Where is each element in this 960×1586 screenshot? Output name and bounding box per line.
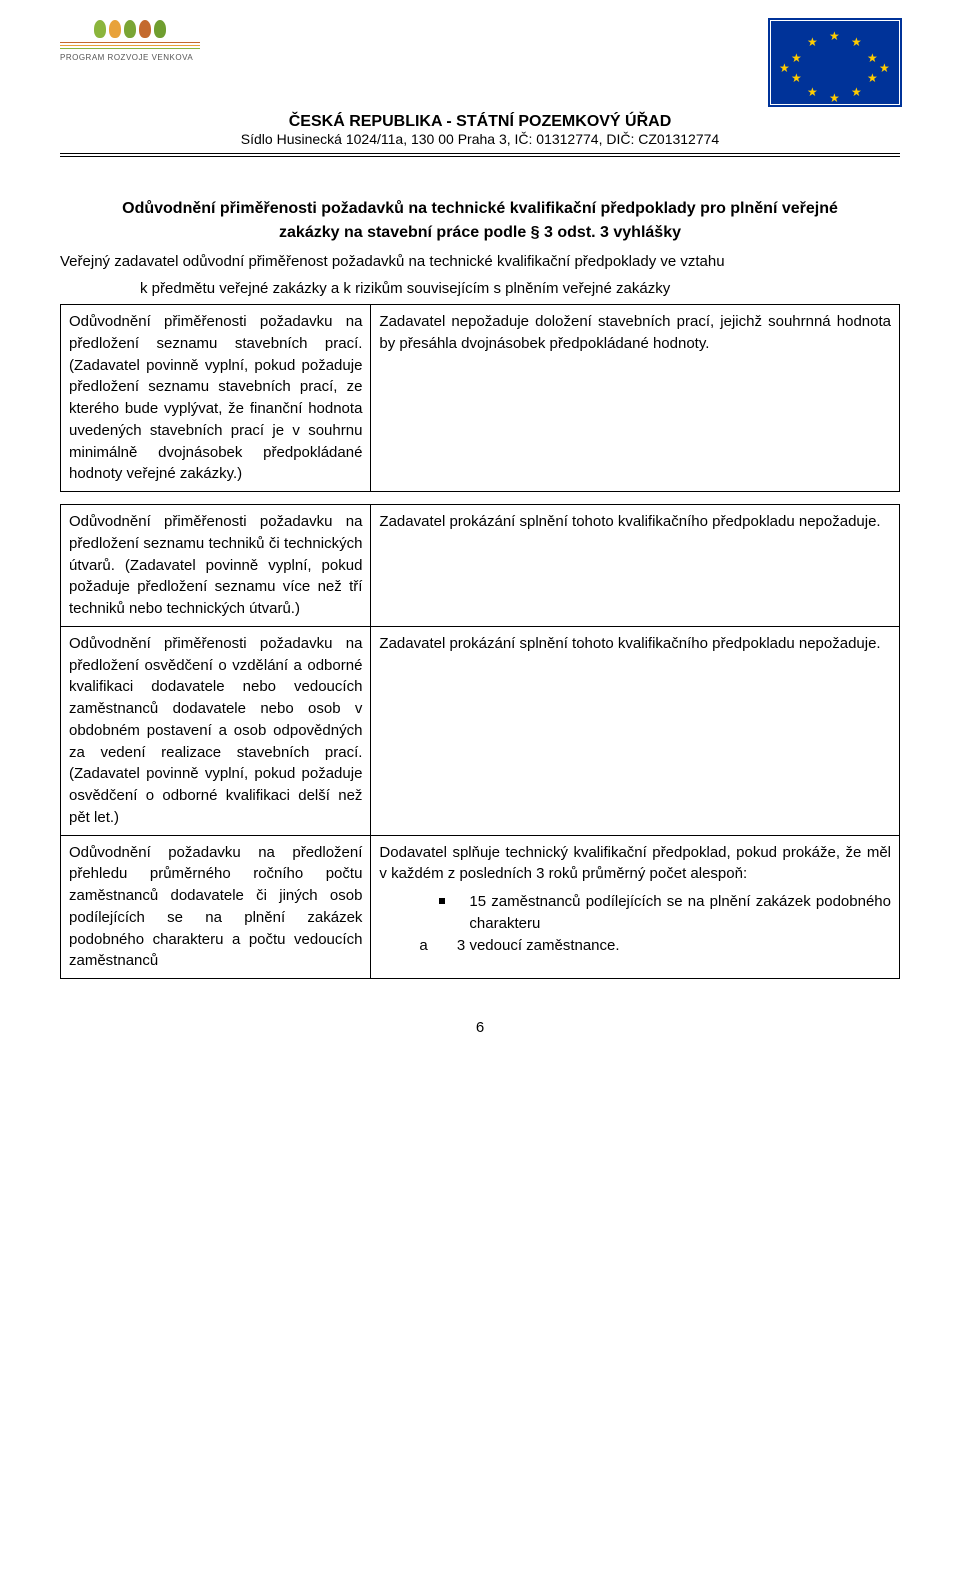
- document-title: ČESKÁ REPUBLIKA - STÁTNÍ POZEMKOVÝ ÚŘAD …: [60, 113, 900, 147]
- row3-left: Odůvodnění přiměřenosti požadavku na pře…: [61, 626, 371, 835]
- leaf-icon: [154, 20, 166, 38]
- intro-p2: k předmětu veřejné zakázky a k rizikům s…: [60, 278, 900, 301]
- row2-left: Odůvodnění přiměřenosti požadavku na pře…: [61, 505, 371, 627]
- row1-left: Odůvodnění přiměřenosti požadavku na pře…: [61, 305, 371, 492]
- header-logos: PROGRAM ROZVOJE VENKOVA ★ ★ ★ ★ ★ ★ ★ ★ …: [60, 20, 900, 105]
- row4-bullet: 15 zaměstnanců podílejících se na plnění…: [379, 891, 891, 935]
- section-heading-l2: zakázky na stavební práce podle § 3 odst…: [60, 221, 900, 245]
- table-row: Odůvodnění přiměřenosti požadavku na pře…: [61, 305, 900, 492]
- leaf-icon: [124, 20, 136, 38]
- bullet-icon: [439, 898, 445, 904]
- content-table-2: Odůvodnění přiměřenosti požadavku na pře…: [60, 504, 900, 979]
- title-divider: [60, 153, 900, 157]
- row4-right: Dodavatel splňuje technický kvalifikační…: [371, 835, 900, 979]
- row4-left: Odůvodnění požadavku na předložení přehl…: [61, 835, 371, 979]
- table-row: Odůvodnění přiměřenosti požadavku na pře…: [61, 626, 900, 835]
- table-row: Odůvodnění požadavku na předložení přehl…: [61, 835, 900, 979]
- title-line-2: Sídlo Husinecká 1024/11a, 130 00 Praha 3…: [60, 131, 900, 147]
- program-logo-text: PROGRAM ROZVOJE VENKOVA: [60, 53, 200, 62]
- row2-right: Zadavatel prokázání splnění tohoto kvali…: [371, 505, 900, 627]
- section-heading-l1: Odůvodnění přiměřenosti požadavků na tec…: [60, 197, 900, 221]
- leaf-icon: [94, 20, 106, 38]
- section-heading: Odůvodnění přiměřenosti požadavků na tec…: [60, 197, 900, 245]
- row4-right-after: a 3 vedoucí zaměstnance.: [379, 935, 891, 957]
- program-logo: PROGRAM ROZVOJE VENKOVA: [60, 20, 200, 62]
- intro-p1: Veřejný zadavatel odůvodní přiměřenost p…: [60, 251, 900, 274]
- table-row: Odůvodnění přiměřenosti požadavku na pře…: [61, 505, 900, 627]
- title-line-1: ČESKÁ REPUBLIKA - STÁTNÍ POZEMKOVÝ ÚŘAD: [60, 113, 900, 131]
- row3-right: Zadavatel prokázání splnění tohoto kvali…: [371, 626, 900, 835]
- row4-right-intro: Dodavatel splňuje technický kvalifikační…: [379, 842, 891, 886]
- row1-right: Zadavatel nepožaduje doložení stavebních…: [371, 305, 900, 492]
- eu-flag-icon: ★ ★ ★ ★ ★ ★ ★ ★ ★ ★ ★ ★: [770, 20, 900, 105]
- page-number: 6: [60, 1019, 900, 1036]
- leaf-icon: [109, 20, 121, 38]
- content-table-1: Odůvodnění přiměřenosti požadavku na pře…: [60, 304, 900, 492]
- leaf-icon: [139, 20, 151, 38]
- row4-bullet-text: 15 zaměstnanců podílejících se na plnění…: [469, 891, 891, 935]
